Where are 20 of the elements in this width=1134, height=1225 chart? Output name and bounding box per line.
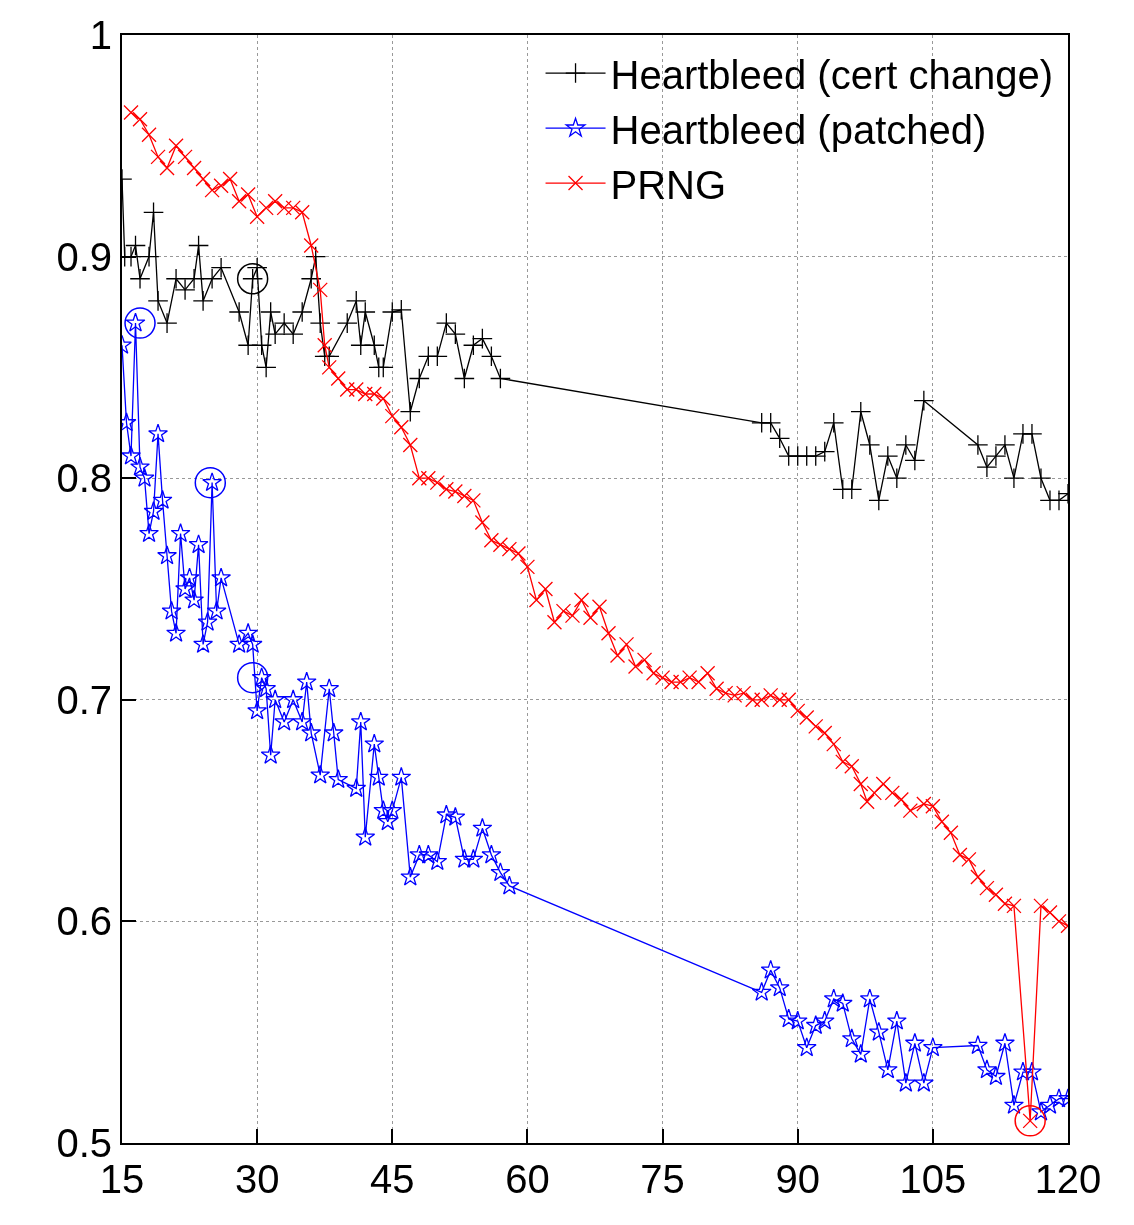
legend-label: Heartbleed (patched) [610, 107, 987, 152]
x-tick-label: 120 [1034, 1157, 1102, 1201]
y-tick-label: 0.7 [56, 677, 112, 722]
y-tick-label: 0.6 [56, 899, 112, 944]
point [236, 661, 269, 694]
y-tick-label: 0.8 [56, 456, 112, 501]
legend-label: Heartbleed (cert change) [610, 52, 1054, 97]
point [1014, 1105, 1046, 1137]
y-tick-label: 1 [89, 13, 112, 57]
point [194, 466, 227, 499]
y-tick-label: 0.9 [56, 234, 112, 279]
x-tick-label: 30 [234, 1157, 280, 1201]
x-tick-label: 105 [899, 1157, 967, 1201]
legend-label: PRNG [610, 162, 727, 207]
x-tick-label: 90 [775, 1157, 820, 1201]
x-tick-label: 45 [370, 1157, 415, 1201]
point [236, 263, 269, 295]
x-tick-label: 75 [640, 1157, 685, 1201]
point [124, 307, 156, 339]
x-tick-label: 60 [505, 1157, 550, 1201]
